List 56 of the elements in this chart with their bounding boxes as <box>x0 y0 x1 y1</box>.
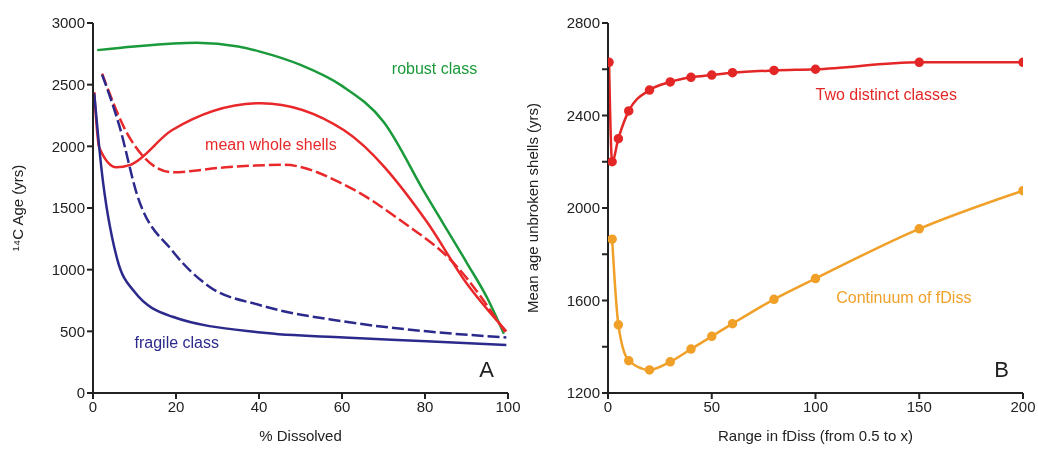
y-tick-label: 1500 <box>51 199 85 217</box>
point <box>613 133 624 144</box>
x-tick-label: 20 <box>167 397 185 415</box>
text: robust class <box>391 60 478 78</box>
point <box>644 365 655 375</box>
point <box>665 77 675 87</box>
annotation: A <box>479 357 494 383</box>
x-tick-label: 100 <box>802 397 829 415</box>
y-tick-label: 1000 <box>51 260 85 278</box>
point <box>686 344 696 354</box>
point <box>707 70 717 80</box>
point <box>608 157 617 167</box>
y-axis-title: Mean age unbroken shells (yrs) <box>524 102 542 314</box>
x-axis-title: Range in fDiss (from 0.5 to x) <box>717 427 914 444</box>
point <box>810 273 821 284</box>
y-tick-label: 1200 <box>566 384 600 402</box>
series-label: fragile class <box>134 333 219 352</box>
point <box>665 357 675 367</box>
point <box>769 294 779 305</box>
point <box>644 85 655 95</box>
point <box>769 65 779 76</box>
series-label: mean whole shells <box>205 135 337 154</box>
y-axis-title: ¹⁴C Age (yrs) <box>9 164 27 252</box>
point <box>686 72 696 83</box>
series-label: Two distinct classes <box>815 85 957 104</box>
x-tick-label: 0 <box>603 397 613 415</box>
y-tick-label: 0 <box>76 384 85 402</box>
point <box>914 57 924 68</box>
y-tick-label: 1600 <box>566 291 600 309</box>
point <box>707 331 717 342</box>
point <box>624 355 634 366</box>
y-tick-label: 2500 <box>51 75 85 93</box>
y-tick-label: 2400 <box>566 106 600 124</box>
x-tick-label: 200 <box>1010 397 1036 415</box>
point <box>613 320 624 330</box>
y-tick-label: 500 <box>59 322 85 340</box>
y-tick-label: 2000 <box>51 137 85 155</box>
x-tick-label: 80 <box>416 397 434 415</box>
point <box>914 224 924 234</box>
x-tick-label: 150 <box>906 397 932 415</box>
y-tick-label: 2800 <box>566 14 600 32</box>
x-tick-label: 0 <box>88 397 98 415</box>
point <box>727 67 738 78</box>
annotation: B <box>994 357 1009 383</box>
y-tick-label: 3000 <box>51 14 85 32</box>
point <box>608 234 617 244</box>
point <box>727 318 738 329</box>
x-axis-title: % Dissolved <box>259 427 342 444</box>
point <box>624 106 634 116</box>
x-tick-label: 50 <box>703 397 721 415</box>
series-label: Continuum of fDiss <box>836 289 972 308</box>
point <box>810 64 821 74</box>
x-tick-label: 100 <box>495 397 521 415</box>
y-tick-label: 2000 <box>566 199 600 217</box>
x-tick-label: 40 <box>250 397 268 415</box>
x-tick-label: 60 <box>333 397 351 415</box>
